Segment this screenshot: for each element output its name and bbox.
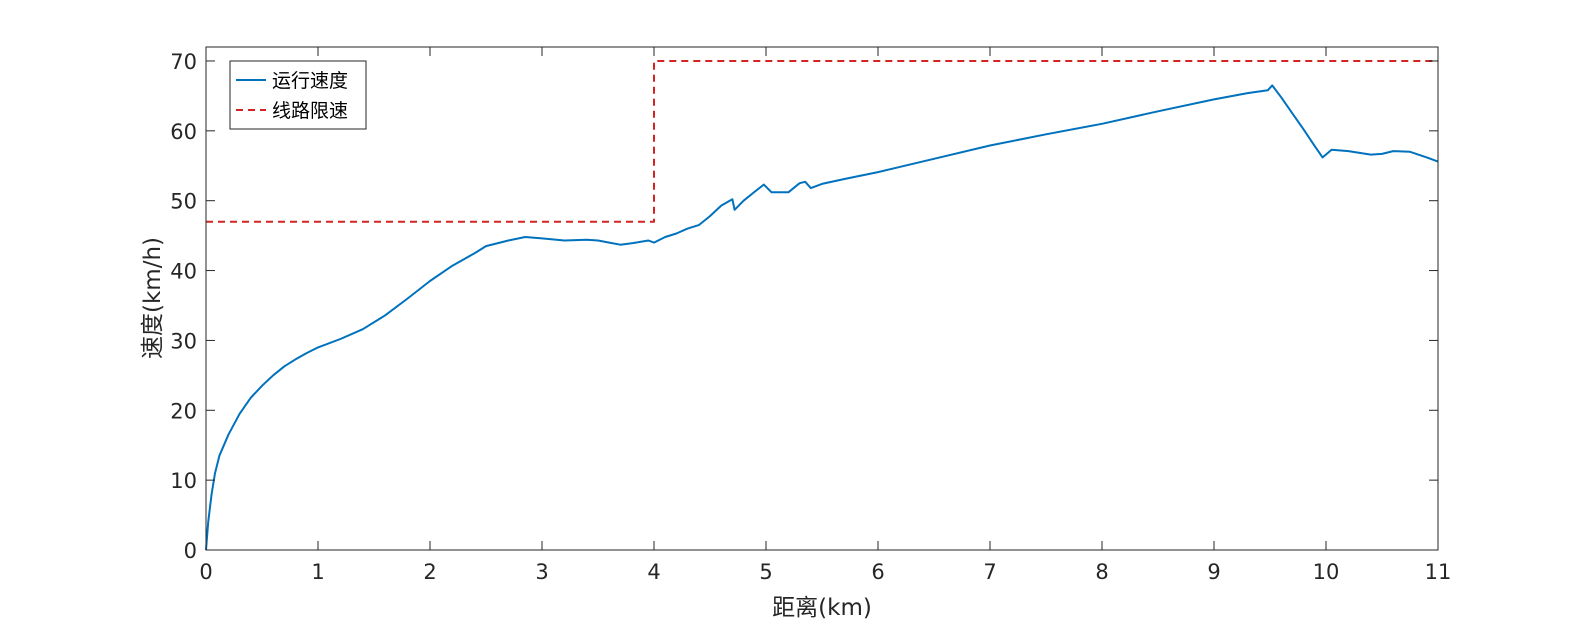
y-tick-label: 10	[170, 469, 197, 493]
x-tick-label: 1	[311, 560, 324, 584]
y-tick-label: 60	[170, 120, 197, 144]
series-line-1	[206, 60, 1438, 223]
axes-box	[205, 46, 1439, 551]
x-tick-label: 4	[647, 560, 660, 584]
y-tick-label: 30	[170, 329, 197, 353]
x-tick-label: 8	[1095, 560, 1108, 584]
x-tick-label: 9	[1207, 560, 1220, 584]
x-tick-label: 0	[199, 560, 212, 584]
y-axis-label: 速度(km/h)	[140, 237, 166, 359]
y-tick-label: 20	[170, 399, 197, 423]
x-tick-label: 7	[983, 560, 996, 584]
series-line-0	[205, 84, 1439, 551]
x-tick-label: 11	[1425, 560, 1452, 584]
x-tick-label: 5	[759, 560, 772, 584]
x-axis-label: 距离(km)	[772, 595, 872, 621]
legend-label-0: 运行速度	[272, 70, 348, 92]
x-tick-label: 10	[1313, 560, 1340, 584]
series-layer	[205, 60, 1439, 551]
x-tick-label: 2	[423, 560, 436, 584]
x-axis: 0 1 2 3 4 5 6 7 8 9 10 11	[199, 47, 1451, 584]
legend-box	[229, 60, 367, 130]
plot-area	[206, 47, 1438, 550]
x-tick-label: 3	[535, 560, 548, 584]
y-axis: 0 10 20 30 40 50 60 70	[170, 50, 1438, 563]
y-tick-label: 50	[170, 190, 197, 214]
x-tick-label: 6	[871, 560, 884, 584]
y-tick-label: 0	[184, 539, 197, 563]
y-tick-label: 70	[170, 50, 197, 74]
y-tick-label: 40	[170, 260, 197, 284]
legend-label-1: 线路限速	[272, 100, 348, 122]
